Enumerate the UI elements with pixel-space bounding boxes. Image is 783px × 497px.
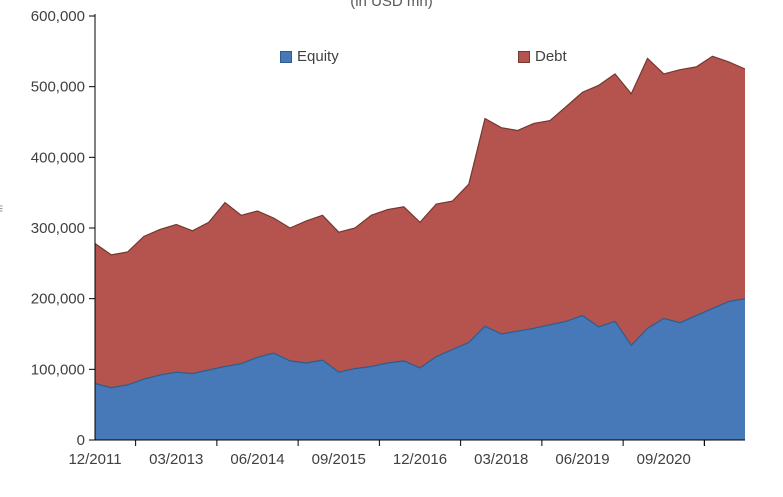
y-tick-label: 200,000: [31, 291, 85, 308]
y-tick-label: 500,000: [31, 79, 85, 96]
legend-label-equity: Equity: [297, 48, 339, 65]
legend-item-equity[interactable]: Equity: [280, 48, 339, 65]
y-tick-label: 100,000: [31, 361, 85, 378]
x-tick-label: 12/2011: [68, 451, 121, 468]
debt-area: [95, 56, 745, 388]
y-tick-label: 600,000: [31, 8, 85, 25]
debt-outline: [94, 55, 746, 256]
y-tick-label: 400,000: [31, 149, 85, 166]
equity-swatch-icon: [280, 50, 292, 63]
x-tick-label: 09/2015: [312, 451, 366, 468]
legend: Equity Debt: [0, 48, 783, 68]
equity-outline: [94, 298, 746, 389]
y-tick-label: 0: [77, 432, 85, 449]
x-tick-label: 06/2014: [230, 451, 284, 468]
x-tick-label: 06/2019: [555, 451, 609, 468]
y-tick-label: 300,000: [31, 220, 85, 237]
x-tick-label: 03/2013: [149, 451, 203, 468]
x-tick-label: 09/2020: [637, 451, 691, 468]
legend-label-debt: Debt: [535, 48, 567, 65]
equity-area: [95, 298, 745, 440]
legend-item-debt[interactable]: Debt: [518, 48, 567, 65]
chart-menu-icon[interactable]: ≡: [0, 200, 3, 216]
chart-title: (in USD mn): [350, 0, 433, 10]
x-tick-label: 12/2016: [393, 451, 447, 468]
debt-swatch-icon: [518, 50, 530, 63]
x-tick-label: 03/2018: [474, 451, 528, 468]
